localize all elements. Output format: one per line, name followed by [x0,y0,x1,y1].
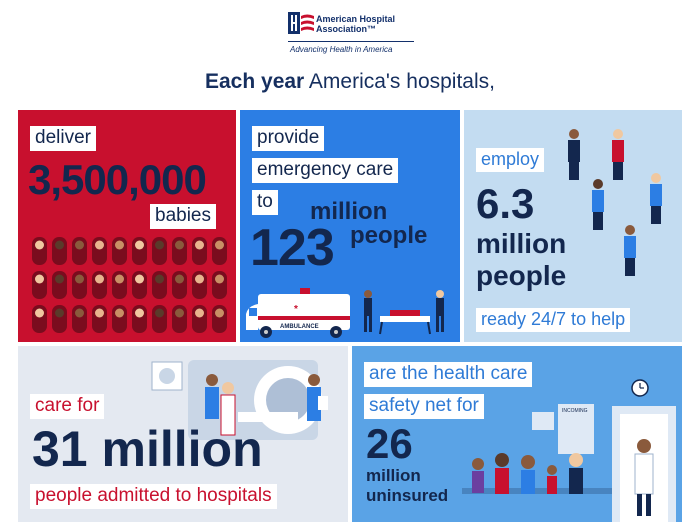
baby-icon [192,305,207,333]
safety-net-line2: safety net for [364,394,484,419]
emergency-unit-line2: people [350,222,428,249]
page-headline: Each year America's hospitals, [0,70,700,94]
baby-icon [152,237,167,265]
safety-net-unit-line1: million [366,466,421,485]
baby-icon [212,305,227,333]
paramedics-icon [364,290,444,335]
baby-icon [72,305,87,333]
ambulance-scene: * AMBULANCE [246,288,444,338]
safety-net-number: 26 [366,420,413,467]
employ-unit-line2: people [476,260,567,291]
panel-admitted: care for 31 million people admitted to h… [18,346,348,522]
baby-icon [112,271,127,299]
org-name-line1: American Hospital [316,14,396,24]
baby-icon [132,237,147,265]
baby-icon [192,237,207,265]
ambulance-label: AMBULANCE [280,324,319,330]
baby-grid [32,237,227,333]
panel-safety-net: INCOMING are the health care saf [352,346,682,522]
safety-net-unit-line2: uninsured [366,486,449,505]
baby-icon [112,237,127,265]
baby-icon [192,271,207,299]
baby-icon [32,237,47,265]
staff-member-icon [568,129,580,180]
admitted-number: 31 million [32,421,263,477]
baby-icon [212,271,227,299]
babies-verb: deliver [30,126,96,151]
waiting-patients-icon [462,453,612,494]
baby-icon [132,271,147,299]
logo-divider [288,41,414,42]
baby-icon [92,271,107,299]
incoming-sign-icon: INCOMING [532,404,594,454]
emergency-unit-line1: million [310,198,388,225]
org-tagline: Advancing Health in America [290,45,393,54]
staff-group [568,129,662,276]
xray-board-icon [151,361,183,391]
svg-text:*: * [294,304,298,315]
emergency-number: 123 [250,219,335,277]
emergency-line2: emergency care [252,158,399,183]
baby-icon [172,271,187,299]
medical-staff-icon [205,374,328,436]
baby-icon [72,237,87,265]
org-name: American Hospital Association™ [316,14,395,34]
clock-icon [631,379,649,397]
babies-noun: babies [150,204,216,229]
baby-icon [92,305,107,333]
admitted-verb: care for [30,394,105,419]
baby-icon [112,305,127,333]
panel-emergency: provide emergency care to 123 million pe… [240,110,460,342]
baby-icon [152,305,167,333]
baby-icon [92,237,107,265]
headline-rest: America's hospitals, [304,70,495,93]
mri-scene [151,360,328,440]
baby-icon [32,271,47,299]
emergency-line3: to [252,190,278,215]
safety-net-line1: are the health care [364,362,533,387]
baby-icon [32,305,47,333]
emergency-line1: provide [252,126,325,151]
headline-bold: Each year [204,70,305,93]
babies-number: 3,500,000 [28,156,207,203]
aha-logo-mark-icon [288,12,314,34]
admitted-footer: people admitted to hospitals [30,484,277,509]
incoming-sign-label: INCOMING [562,408,588,414]
panel-babies: deliver 3,500,000 babies [18,110,236,342]
baby-icon [52,237,67,265]
staff-member-icon [612,129,624,180]
doctor-icon [634,439,654,516]
panel-employ: employ 6.3 million people ready 24/7 to … [464,110,682,342]
ambulance-icon: * AMBULANCE [246,288,350,338]
baby-icon [152,271,167,299]
aha-logo: American Hospital Association™ Advancing… [288,8,418,60]
employ-unit-line1: million [476,228,567,259]
employ-verb: employ [476,148,545,172]
employ-footer: ready 24/7 to help [476,308,631,332]
employ-number: 6.3 [476,180,535,227]
waiting-room-scene: INCOMING [462,379,676,522]
staff-member-icon [592,179,604,230]
org-name-line2: Association™ [316,24,377,34]
staff-member-icon [650,173,662,224]
baby-icon [132,305,147,333]
baby-icon [172,305,187,333]
mri-machine-icon [188,360,322,440]
baby-icon [52,305,67,333]
staff-member-icon [624,225,636,276]
baby-icon [172,237,187,265]
baby-icon [212,237,227,265]
baby-icon [72,271,87,299]
baby-icon [52,271,67,299]
